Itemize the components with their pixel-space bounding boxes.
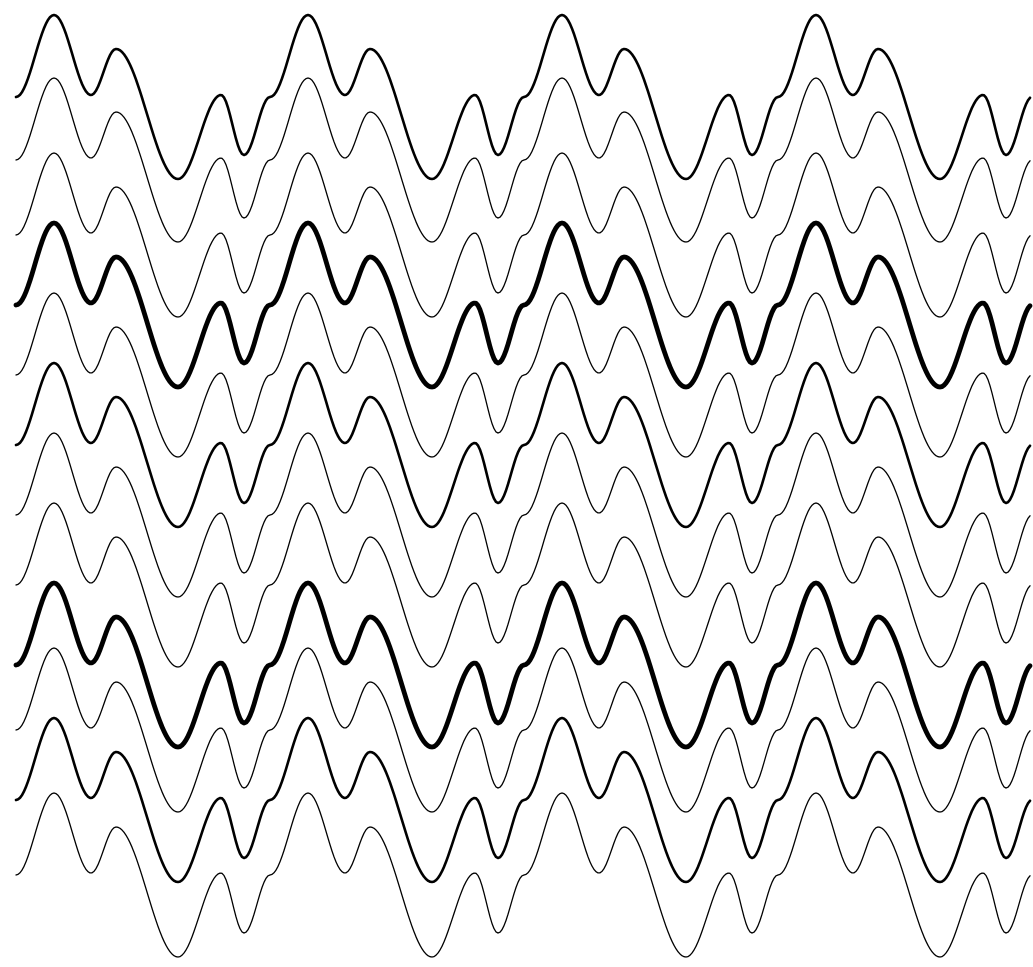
wave-line [15,432,1031,598]
wave-group [13,13,1033,958]
wave-line [15,152,1031,318]
wave-line [15,647,1031,813]
wave-line [14,13,1032,181]
wave-line [14,361,1032,529]
wave-line [14,716,1032,884]
wave-line [13,220,1033,390]
wave-line [15,792,1031,958]
wave-line [15,292,1031,458]
wave-line [15,502,1031,668]
wave-line [15,77,1031,243]
wave-line [13,580,1033,750]
